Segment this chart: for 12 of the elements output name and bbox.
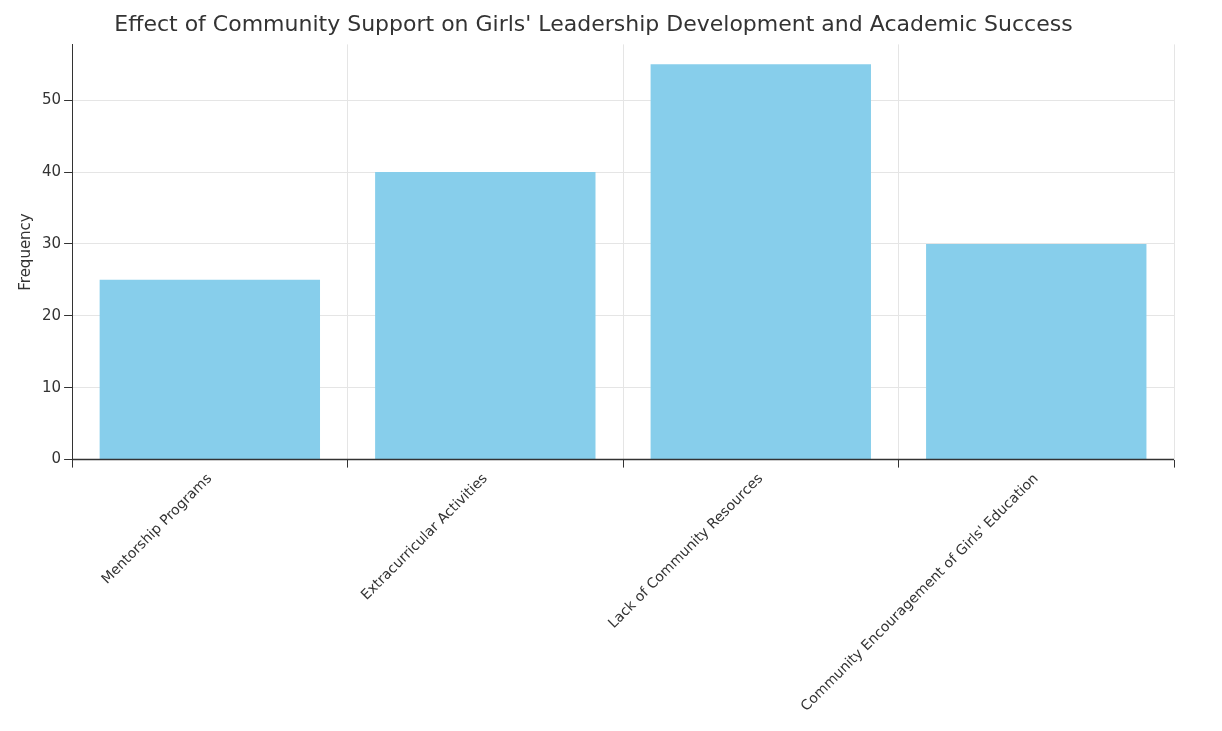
bar [926,243,1147,460]
y-tick-label: 50 [41,90,62,109]
y-axis-title: Frequency [15,213,34,291]
bar [99,279,321,460]
bar [375,172,596,460]
y-tick-label: 20 [41,305,62,324]
bar [650,64,871,460]
y-tick-label: 0 [51,449,62,468]
chart-title: Effect of Community Support on Girls' Leadership Development and Academic Success [114,10,1073,36]
y-tick-label: 10 [41,377,62,396]
y-tick-label: 40 [41,161,62,180]
y-tick-label: 30 [41,233,62,252]
